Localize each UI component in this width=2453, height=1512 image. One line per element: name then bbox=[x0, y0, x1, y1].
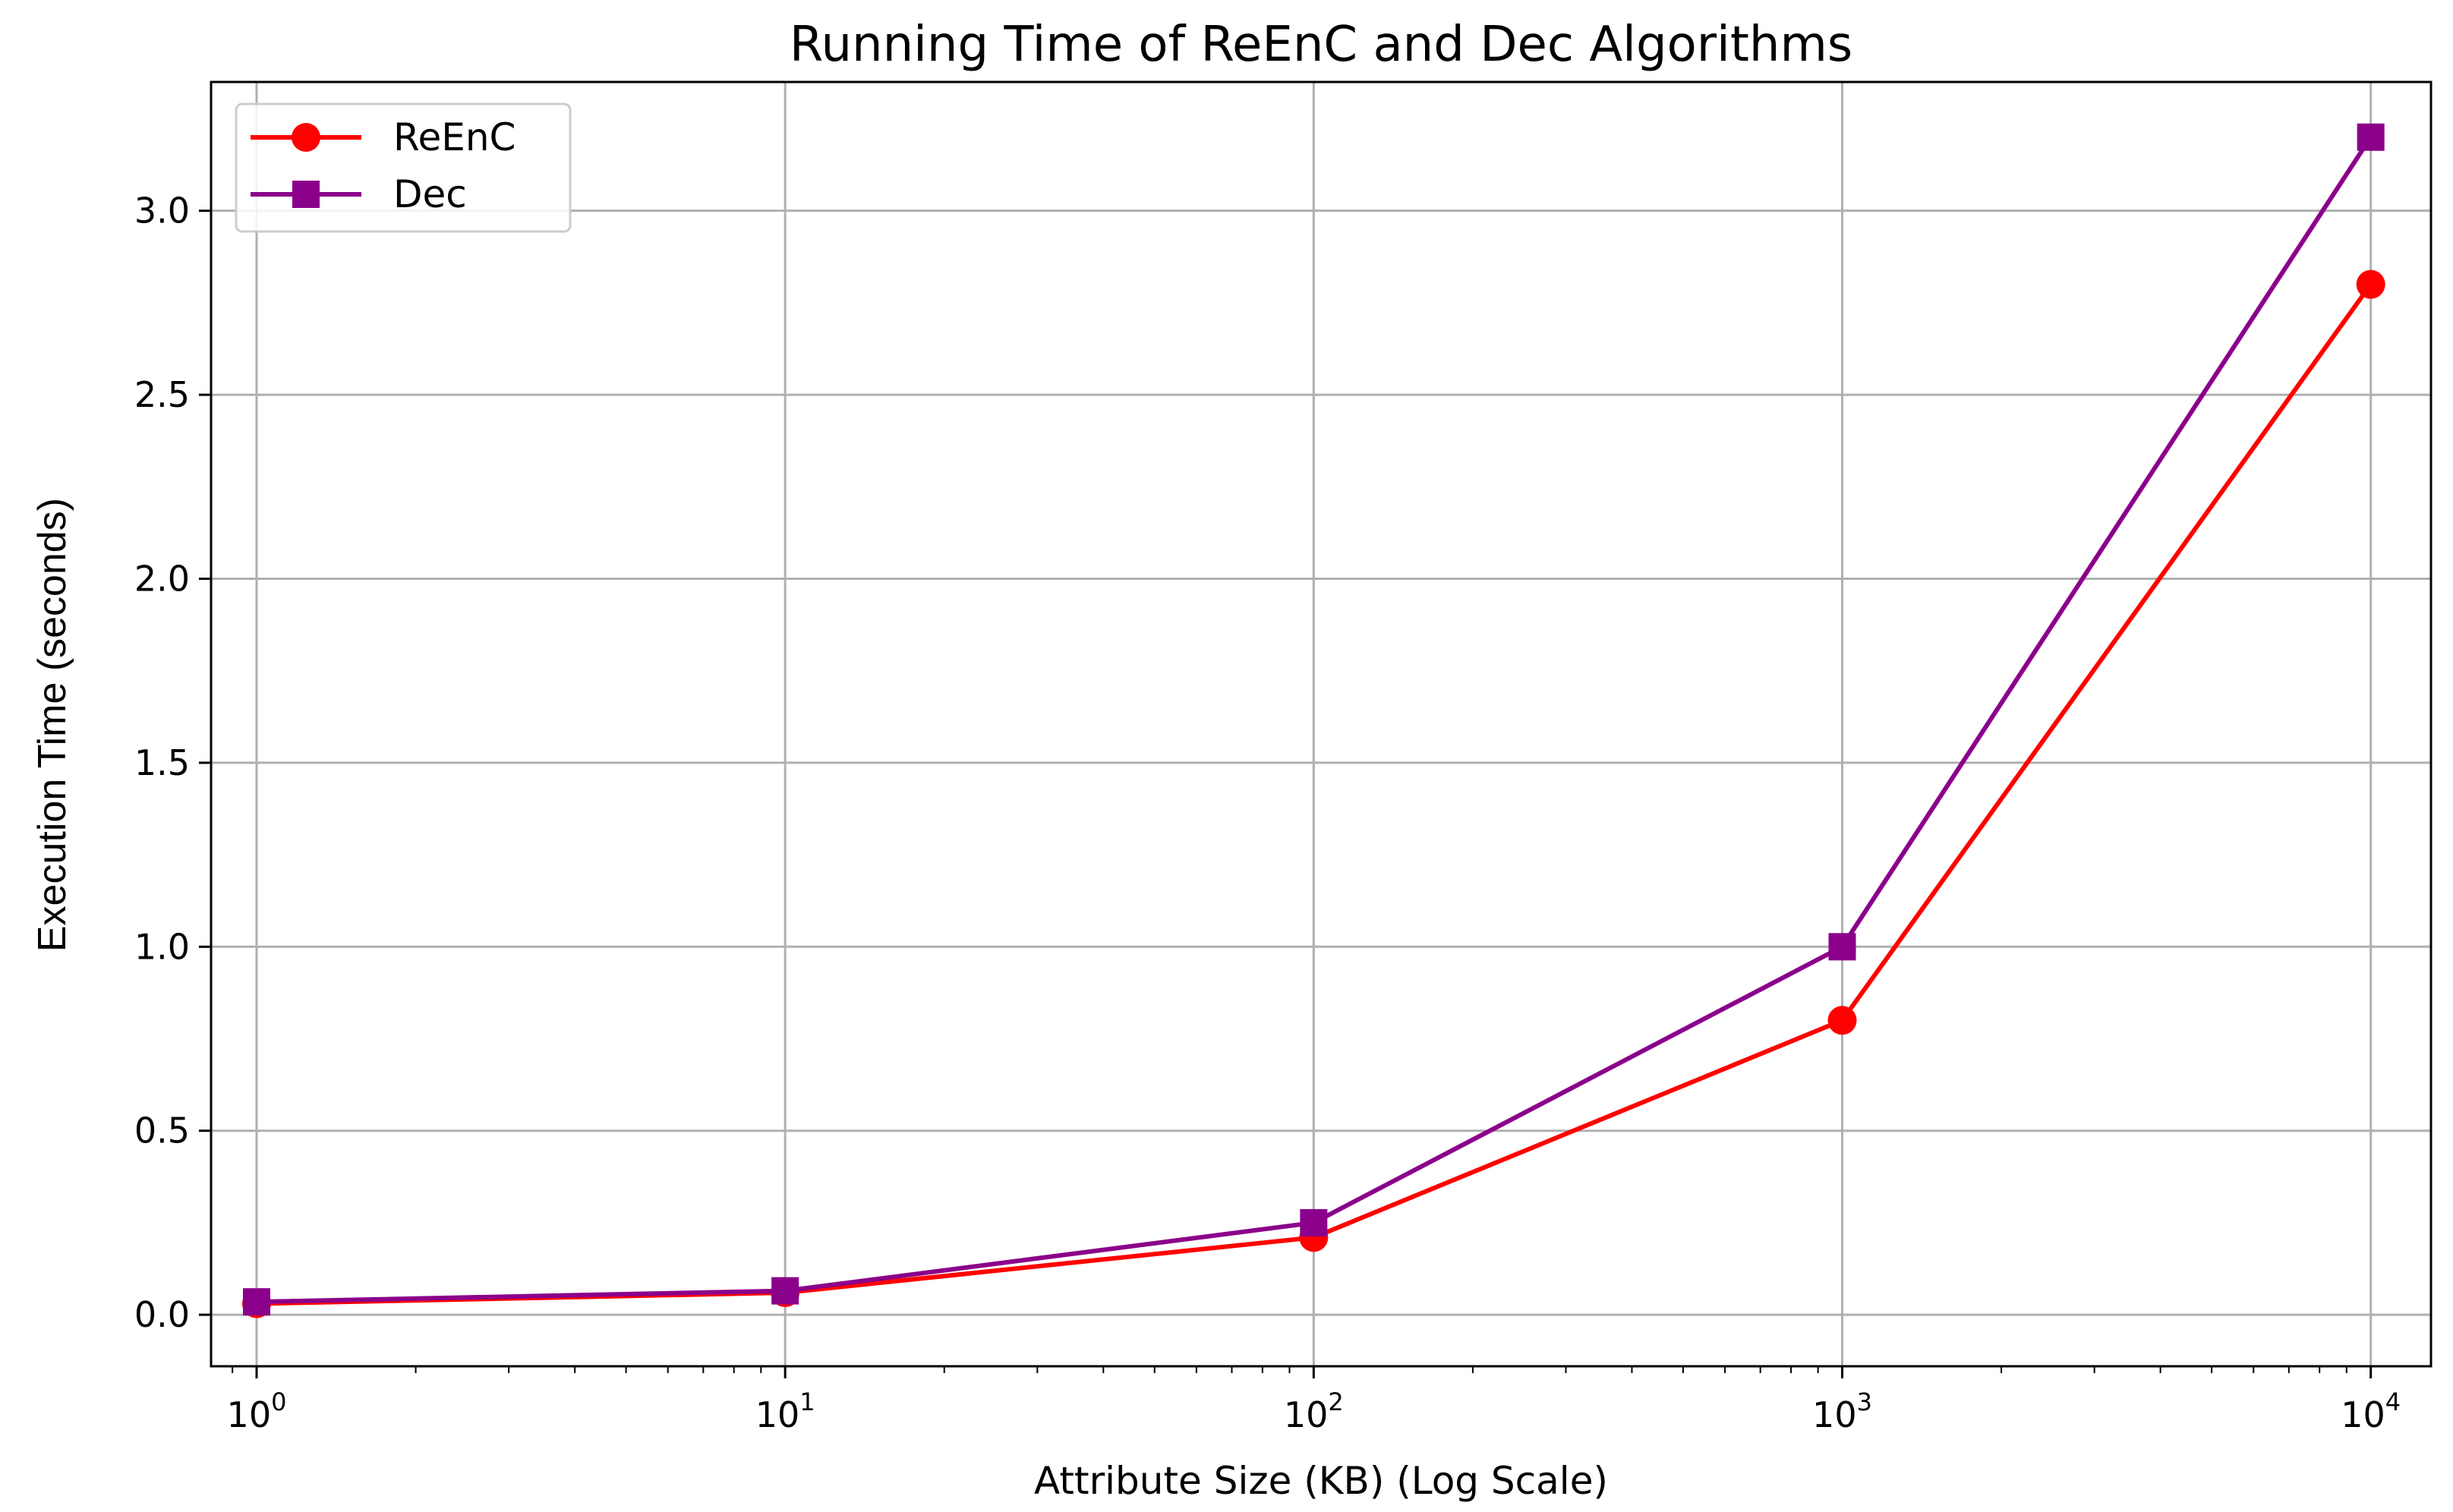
data-point-dec bbox=[243, 1288, 271, 1316]
x-tick-label: 103 bbox=[1812, 1388, 1872, 1435]
x-tick-base: 10 bbox=[1284, 1394, 1329, 1435]
y-tick-label: 0.0 bbox=[134, 1294, 190, 1335]
y-tick-label: 2.5 bbox=[134, 374, 190, 415]
series-layer bbox=[242, 123, 2385, 1318]
chart-title: Running Time of ReEnC and Dec Algorithms bbox=[790, 17, 1852, 73]
x-tick-label: 101 bbox=[755, 1388, 815, 1435]
data-point-dec bbox=[1828, 933, 1856, 961]
x-tick-base: 10 bbox=[755, 1394, 800, 1435]
x-tick-exponent: 1 bbox=[799, 1388, 815, 1416]
grid-layer bbox=[211, 82, 2431, 1366]
x-tick-label: 100 bbox=[227, 1388, 287, 1435]
x-tick-exponent: 3 bbox=[1857, 1388, 1872, 1416]
x-tick-base: 10 bbox=[1812, 1394, 1857, 1435]
data-point-reenc bbox=[1827, 1006, 1857, 1035]
y-tick-label: 2.0 bbox=[134, 558, 190, 599]
y-tick-label: 1.0 bbox=[134, 926, 190, 967]
y-axis-label: Execution Time (seconds) bbox=[30, 498, 74, 952]
legend-marker-reenc bbox=[292, 123, 320, 152]
data-point-dec bbox=[1300, 1208, 1328, 1236]
x-tick-exponent: 0 bbox=[271, 1388, 286, 1416]
legend-marker-dec bbox=[292, 181, 320, 208]
x-tick-label: 104 bbox=[2341, 1388, 2401, 1435]
x-tick-base: 10 bbox=[227, 1394, 272, 1435]
x-axis-label: Attribute Size (KB) (Log Scale) bbox=[1034, 1459, 1608, 1503]
y-tick-label: 3.0 bbox=[134, 191, 190, 232]
legend-label-reenc: ReEnC bbox=[393, 115, 516, 159]
x-tick-base: 10 bbox=[2341, 1394, 2385, 1435]
y-tick-label: 1.5 bbox=[134, 742, 190, 783]
y-tick-label: 0.5 bbox=[134, 1110, 190, 1151]
data-point-dec bbox=[2357, 123, 2385, 151]
data-point-reenc bbox=[2356, 269, 2385, 299]
x-tick-exponent: 4 bbox=[2385, 1388, 2401, 1416]
legend-label-dec: Dec bbox=[393, 172, 467, 216]
x-tick-exponent: 2 bbox=[1328, 1388, 1343, 1416]
plot-frame bbox=[210, 80, 2433, 1368]
x-tick-label: 102 bbox=[1284, 1388, 1344, 1435]
data-point-dec bbox=[771, 1277, 799, 1305]
legend: ReEnC Dec bbox=[235, 102, 572, 233]
